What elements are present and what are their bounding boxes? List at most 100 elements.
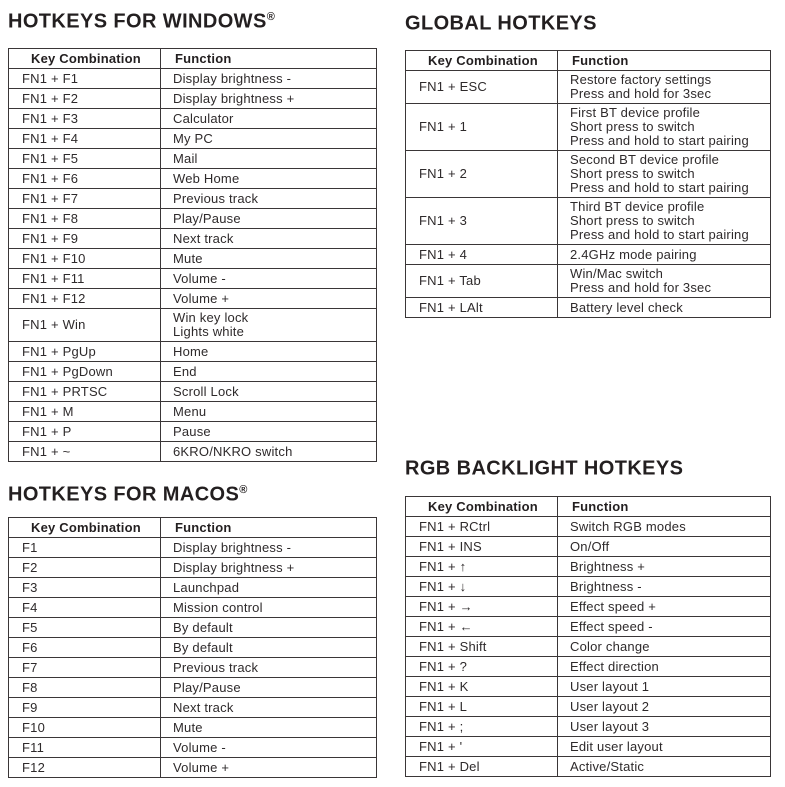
key-combination-cell: FN1 + Shift — [405, 635, 558, 657]
function-line: Display brightness + — [173, 559, 295, 575]
rgb-hotkeys-table: Key Combination Function FN1 + RCtrl Switch… — [405, 495, 771, 777]
table-row: FN1 + F9 Next track — [8, 227, 377, 249]
function-cell: Next track — [160, 696, 377, 718]
function-cell: Mute — [160, 716, 377, 738]
function-line: Second BT device profile — [570, 151, 720, 167]
table-row: F7 Previous track — [8, 656, 377, 678]
table-row: F5 By default — [8, 616, 377, 638]
key-combination-cell: FN1 + L — [405, 695, 558, 717]
function-cell: Second BT device profile Short press to s… — [557, 149, 771, 198]
key-combination-cell: F6 — [8, 636, 161, 658]
key-combination-cell: FN1 + F8 — [8, 207, 161, 229]
table-row: F4 Mission control — [8, 596, 377, 618]
table-row: FN1 + ← Effect speed - — [405, 615, 771, 637]
key-combination-cell: F9 — [8, 696, 161, 718]
column-header: Function — [160, 516, 377, 538]
function-line: By default — [173, 639, 233, 655]
function-line: Display brightness - — [173, 539, 292, 555]
table-row: F11 Volume - — [8, 736, 377, 758]
function-line: Press and hold to start pairing — [570, 226, 749, 242]
table-row: FN1 + F4 My PC — [8, 127, 377, 149]
function-line: End — [173, 363, 197, 379]
column-header: Function — [160, 47, 377, 69]
table-row: FN1 + ↓ Brightness - — [405, 575, 771, 597]
key-combination-cell: FN1 + K — [405, 675, 558, 697]
function-line: On/Off — [570, 538, 610, 554]
key-combination-cell: FN1 + Tab — [405, 263, 558, 298]
function-cell: Color change — [557, 635, 771, 657]
key-combination-cell: FN1 + PRTSC — [8, 380, 161, 402]
function-line: Previous track — [173, 659, 259, 675]
function-line: Calculator — [173, 110, 234, 126]
function-line: Effect direction — [570, 658, 659, 674]
table-row: FN1 + F6 Web Home — [8, 167, 377, 189]
function-cell: Pause — [160, 420, 377, 442]
key-combination-cell: FN1 + INS — [405, 535, 558, 557]
column-header: Function — [557, 495, 771, 517]
function-line: Web Home — [173, 170, 240, 186]
table-row: FN1 + 4 2.4GHz mode pairing — [405, 243, 771, 265]
table-row: FN1 + K User layout 1 — [405, 675, 771, 697]
column-header: Key Combination — [8, 47, 161, 69]
function-line: 6KRO/NKRO switch — [173, 443, 293, 459]
function-line: My PC — [173, 130, 213, 146]
function-line: Active/Static — [570, 758, 645, 774]
key-combination-cell: FN1 + ESC — [405, 69, 558, 104]
function-cell: Switch RGB modes — [557, 515, 771, 537]
function-line: Play/Pause — [173, 679, 241, 695]
function-cell: Brightness + — [557, 555, 771, 577]
table-row: FN1 + 2 Second BT device profile Short pre… — [405, 149, 771, 198]
title-text: RGB BACKLIGHT HOTKEYS — [405, 457, 684, 480]
key-combination-cell: FN1 + 2 — [405, 149, 558, 198]
table-row: FN1 + 3 Third BT device profile Short pres… — [405, 196, 771, 245]
function-cell: Third BT device profile Short press to sw… — [557, 196, 771, 245]
table-row: FN1 + → Effect speed + — [405, 595, 771, 617]
table-row: F3 Launchpad — [8, 576, 377, 598]
function-cell: Volume - — [160, 267, 377, 289]
key-combination-cell: F3 — [8, 576, 161, 598]
function-cell: End — [160, 360, 377, 382]
table-row: FN1 + PgUp Home — [8, 340, 377, 362]
key-combination-cell: FN1 + F6 — [8, 167, 161, 189]
function-cell: Brightness - — [557, 575, 771, 597]
table-row: FN1 + ESC Restore factory settings Press a… — [405, 69, 771, 104]
function-cell: Next track — [160, 227, 377, 249]
table-row: FN1 + F2 Display brightness + — [8, 87, 377, 109]
global-hotkeys-table: Key Combination Function FN1 + ESC Restore … — [405, 49, 771, 318]
key-combination-cell: FN1 + F7 — [8, 187, 161, 209]
table-row: FN1 + Tab Win/Mac switch Press and hold fo… — [405, 263, 771, 298]
key-combination-cell: FN1 + 3 — [405, 196, 558, 245]
function-line: Win key lock — [173, 309, 249, 325]
function-cell: Home — [160, 340, 377, 362]
section-rgb-backlight-hotkeys: RGB BACKLIGHT HOTKEYS Key Combination Fun… — [405, 452, 771, 777]
key-combination-cell: FN1 + ' — [405, 735, 558, 757]
function-cell: Volume + — [160, 287, 377, 309]
function-line: User layout 3 — [570, 718, 650, 734]
function-line: Mute — [173, 250, 203, 266]
function-cell: Effect direction — [557, 655, 771, 677]
function-cell: Scroll Lock — [160, 380, 377, 402]
windows-hotkeys-table: Key Combination Function FN1 + F1 Display b… — [8, 47, 377, 462]
function-line: Display brightness + — [173, 90, 295, 106]
key-combination-cell: F5 — [8, 616, 161, 638]
function-line: Brightness + — [570, 558, 646, 574]
header-row: Key Combination Function — [405, 495, 771, 517]
function-cell: First BT device profile Short press to sw… — [557, 102, 771, 151]
key-combination-cell: FN1 + F3 — [8, 107, 161, 129]
table-row: FN1 + ~ 6KRO/NKRO switch — [8, 440, 377, 462]
table-row: FN1 + F5 Mail — [8, 147, 377, 169]
function-line: User layout 1 — [570, 678, 650, 694]
section-global-hotkeys: GLOBAL HOTKEYS Key Combination Function FN… — [405, 7, 771, 318]
function-cell: Display brightness - — [160, 536, 377, 558]
key-combination-cell: FN1 + F2 — [8, 87, 161, 109]
function-line: Switch RGB modes — [570, 518, 686, 534]
function-line: Play/Pause — [173, 210, 241, 226]
table-row: FN1 + F8 Play/Pause — [8, 207, 377, 229]
section-title-windows: HOTKEYS FOR WINDOWS® — [8, 5, 377, 34]
key-combination-cell: FN1 + ↑ — [405, 555, 558, 577]
table-row: FN1 + F10 Mute — [8, 247, 377, 269]
function-cell: Previous track — [160, 187, 377, 209]
registered-trademark-symbol: ® — [239, 484, 248, 496]
section-hotkeys-windows: HOTKEYS FOR WINDOWS® Key Combination Func… — [8, 5, 377, 462]
